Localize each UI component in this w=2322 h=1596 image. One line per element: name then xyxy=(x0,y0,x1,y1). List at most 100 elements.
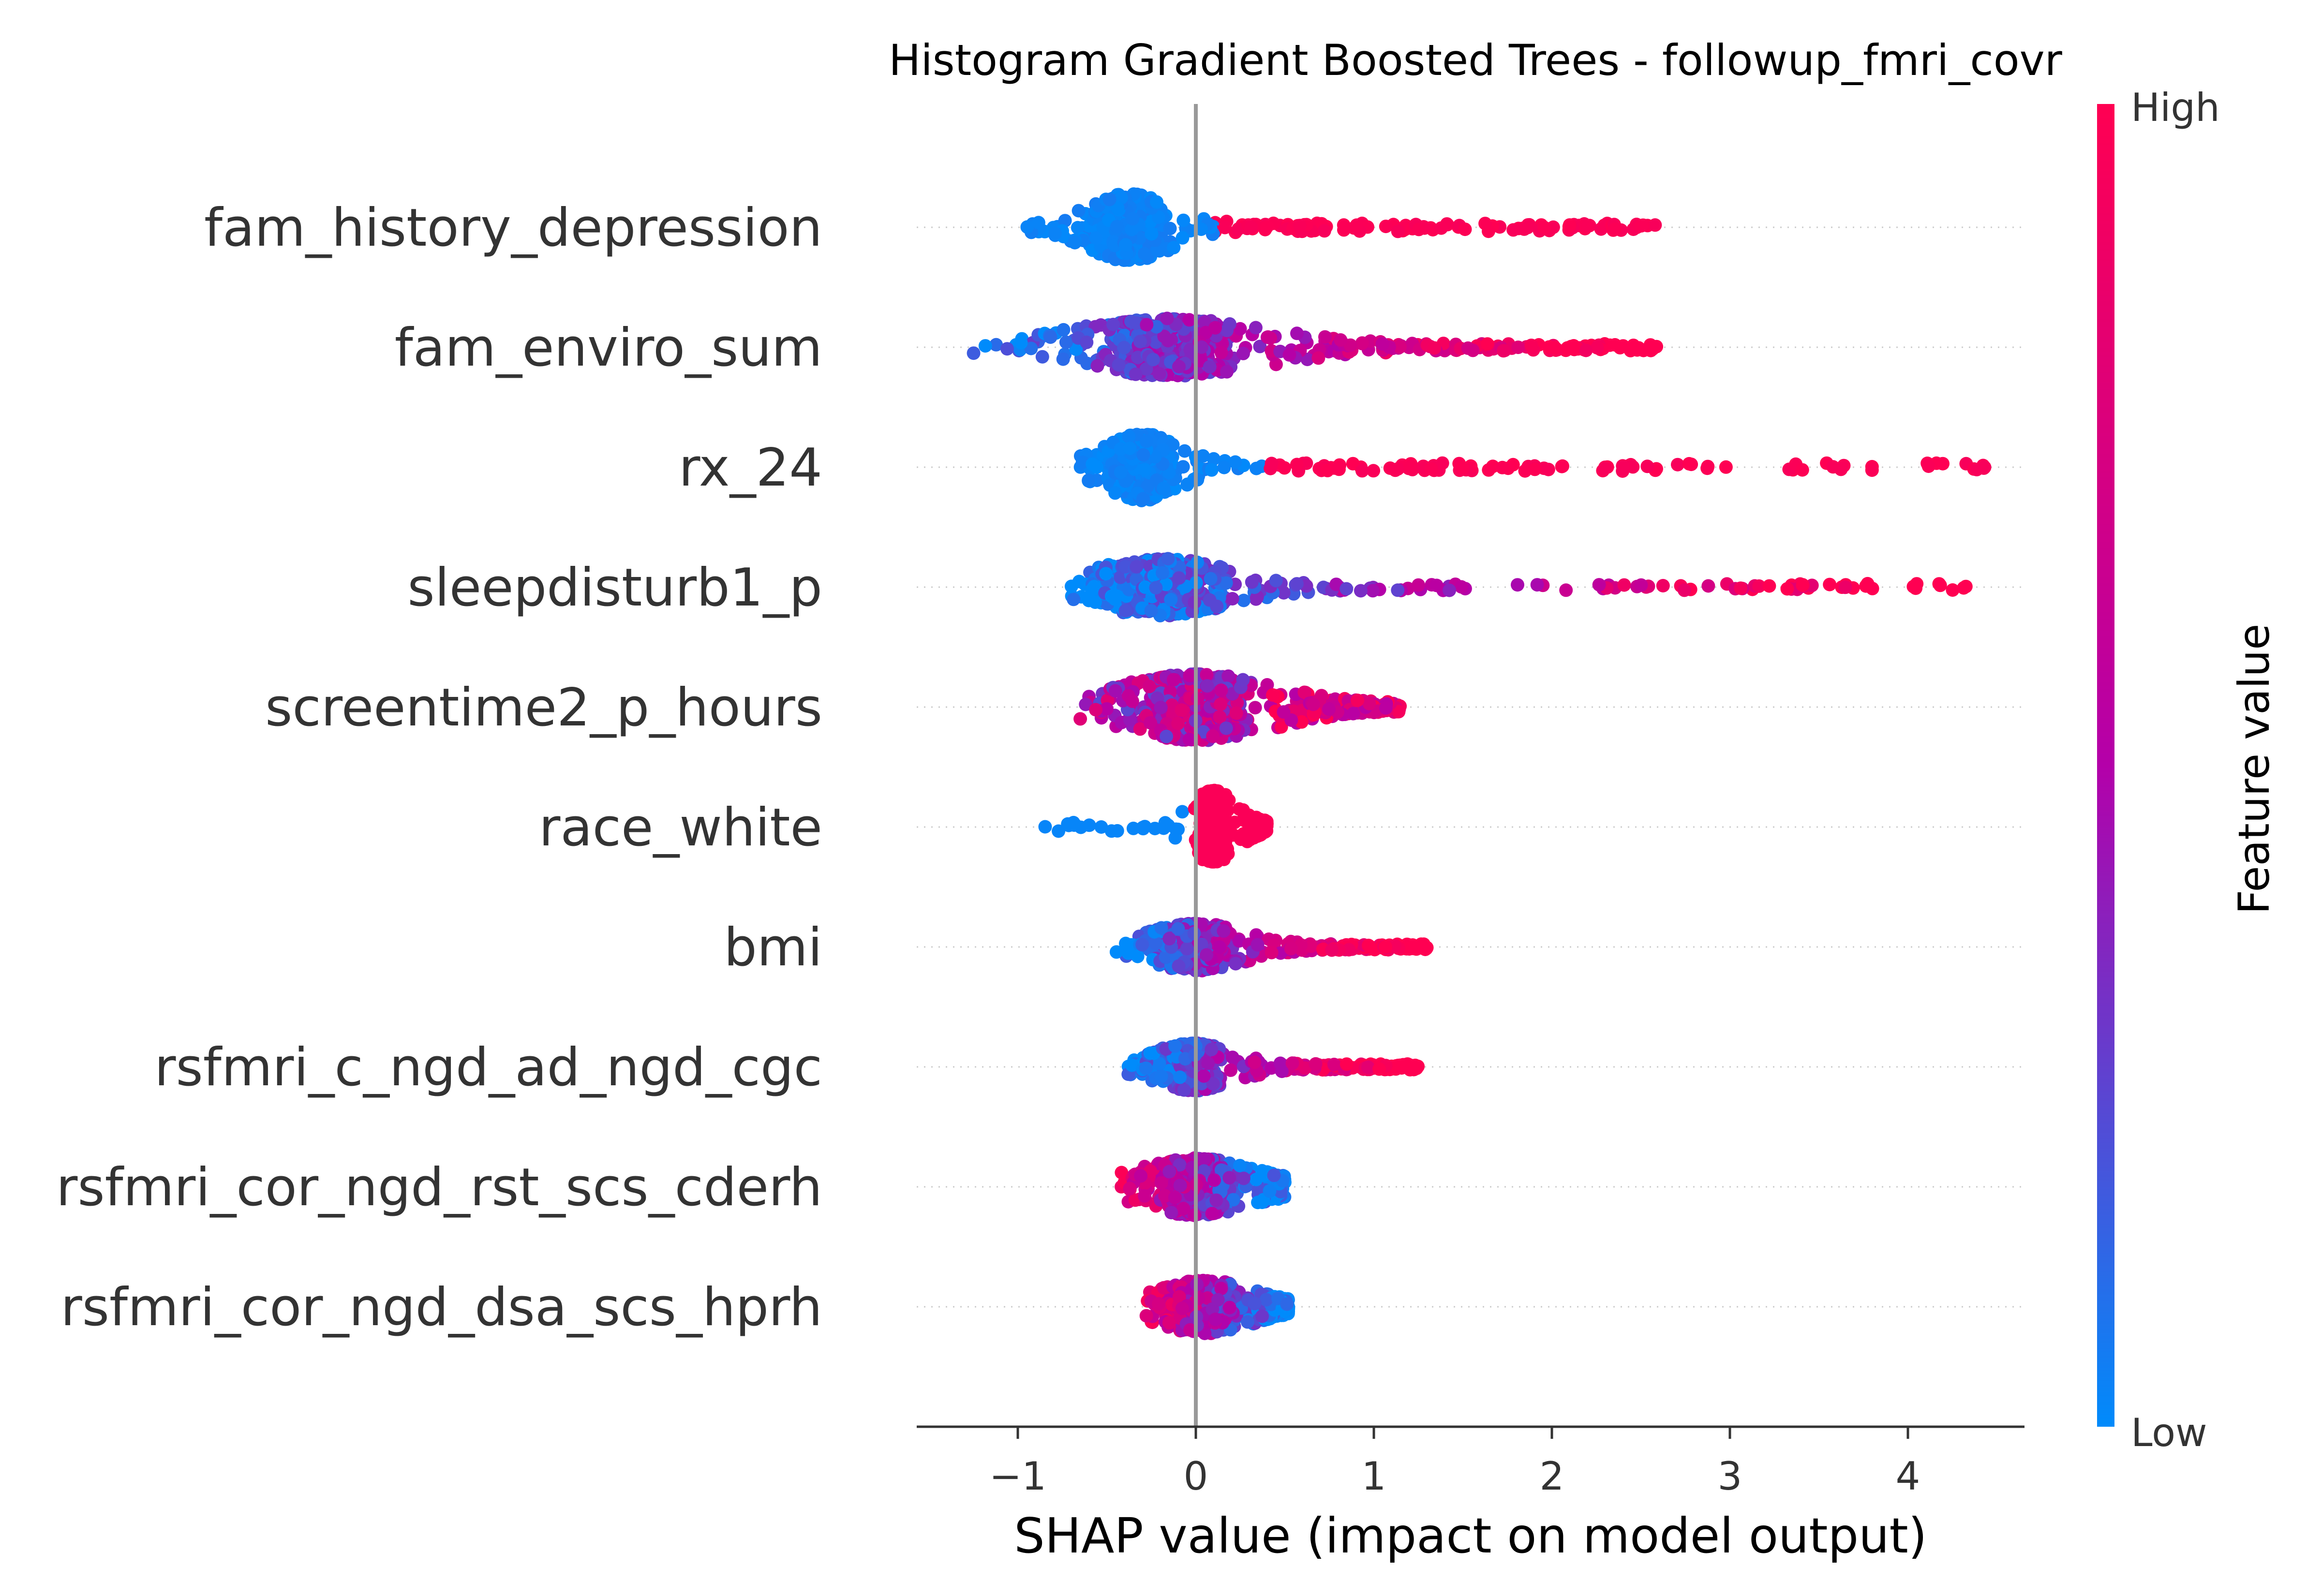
shap-point xyxy=(1150,243,1164,257)
feature-points-screentime2_p_hours xyxy=(1073,667,1407,747)
shap-point xyxy=(1162,931,1176,946)
shap-point xyxy=(1197,1152,1211,1166)
shap-point xyxy=(1461,341,1475,355)
shap-point xyxy=(1362,696,1376,710)
shap-point xyxy=(1456,461,1470,475)
shap-point xyxy=(1264,461,1278,475)
shap-point xyxy=(1517,222,1531,236)
shap-point xyxy=(1176,231,1190,245)
shap-point xyxy=(1173,1179,1187,1193)
shap-point xyxy=(1197,1069,1211,1083)
shap-points xyxy=(967,187,1992,1340)
shap-point xyxy=(1405,940,1419,954)
feature-row-guides xyxy=(917,226,2024,1308)
shap-point xyxy=(1208,321,1222,335)
shap-point xyxy=(1136,822,1150,836)
shap-point xyxy=(1346,457,1360,471)
shap-point xyxy=(1278,461,1292,475)
shap-point xyxy=(1405,1061,1419,1074)
shap-point xyxy=(1258,824,1272,838)
shap-point xyxy=(1511,340,1525,355)
shap-point xyxy=(1133,335,1147,349)
shap-point xyxy=(1233,1159,1247,1173)
shap-point xyxy=(1129,316,1143,330)
shap-point xyxy=(1267,1168,1281,1182)
shap-point xyxy=(1166,673,1180,687)
shap-point xyxy=(1207,1173,1221,1187)
feature-points-race_white xyxy=(1038,783,1274,869)
shap-point xyxy=(1201,1056,1215,1070)
shap-point xyxy=(1168,831,1182,845)
shap-point xyxy=(1598,461,1612,475)
shap-point xyxy=(1528,462,1542,476)
shap-point xyxy=(1151,210,1165,224)
shap-point xyxy=(1154,1069,1168,1083)
shap-point xyxy=(1082,818,1096,832)
shap-point xyxy=(1205,805,1219,819)
shap-point xyxy=(1223,317,1236,331)
shap-point xyxy=(1424,462,1438,476)
shap-point xyxy=(1140,318,1154,332)
shap-point xyxy=(1391,224,1405,238)
shap-point xyxy=(1838,580,1852,594)
shap-point xyxy=(1139,362,1153,376)
shap-point xyxy=(1245,575,1259,589)
shap-point xyxy=(1752,579,1766,593)
shap-point xyxy=(1372,1062,1386,1076)
shap-point xyxy=(1205,463,1219,477)
shap-point xyxy=(1057,323,1071,337)
shap-point xyxy=(1172,571,1186,585)
shap-point xyxy=(1177,1083,1191,1097)
shap-point xyxy=(1218,221,1232,235)
shap-point xyxy=(1205,1043,1219,1057)
shap-point xyxy=(1443,583,1457,597)
shap-point xyxy=(1110,220,1124,234)
shap-point xyxy=(1203,360,1217,374)
shap-point xyxy=(1590,341,1604,355)
shap-point xyxy=(1089,231,1103,245)
shap-point xyxy=(1110,589,1124,603)
shap-point xyxy=(1640,459,1654,473)
shap-point xyxy=(967,346,981,360)
shap-point xyxy=(1161,552,1175,566)
shap-point xyxy=(1176,805,1189,819)
shap-point xyxy=(1214,683,1228,697)
shap-point xyxy=(1048,226,1062,240)
shap-point xyxy=(1176,1201,1191,1215)
shap-point xyxy=(1035,350,1049,364)
shap-point xyxy=(1266,688,1280,702)
shap-point xyxy=(1236,346,1250,360)
shap-point xyxy=(1317,224,1331,238)
shap-point xyxy=(1144,716,1157,730)
feature-points-fam_enviro_sum xyxy=(967,311,1664,383)
shap-point xyxy=(1125,222,1139,236)
shap-point xyxy=(1608,338,1622,352)
shap-point xyxy=(1861,576,1875,591)
shap-point xyxy=(1383,461,1397,475)
shap-point xyxy=(1480,337,1494,351)
shap-point xyxy=(1834,462,1848,476)
shap-point xyxy=(1138,463,1152,477)
shap-point xyxy=(1977,461,1991,475)
shap-point xyxy=(1149,936,1163,950)
shap-point xyxy=(1164,592,1178,606)
shap-point xyxy=(1131,949,1145,963)
shap-point xyxy=(1099,567,1113,581)
shap-point xyxy=(1168,1191,1182,1205)
shap-point xyxy=(1090,359,1104,373)
shap-point xyxy=(1146,353,1160,367)
shap-point xyxy=(1038,820,1052,834)
shap-point xyxy=(1244,220,1258,234)
shap-point xyxy=(1180,478,1194,492)
shap-point xyxy=(1225,1050,1239,1064)
shap-point xyxy=(1138,1189,1152,1203)
shap-point xyxy=(1118,604,1132,618)
shap-point xyxy=(1102,192,1116,207)
shap-point xyxy=(1290,326,1304,340)
shap-point xyxy=(1700,461,1714,475)
shap-point xyxy=(1671,458,1684,472)
shap-point xyxy=(1233,322,1247,336)
shap-point xyxy=(1555,459,1569,473)
shap-point xyxy=(1478,217,1492,231)
shap-point xyxy=(1563,218,1577,232)
